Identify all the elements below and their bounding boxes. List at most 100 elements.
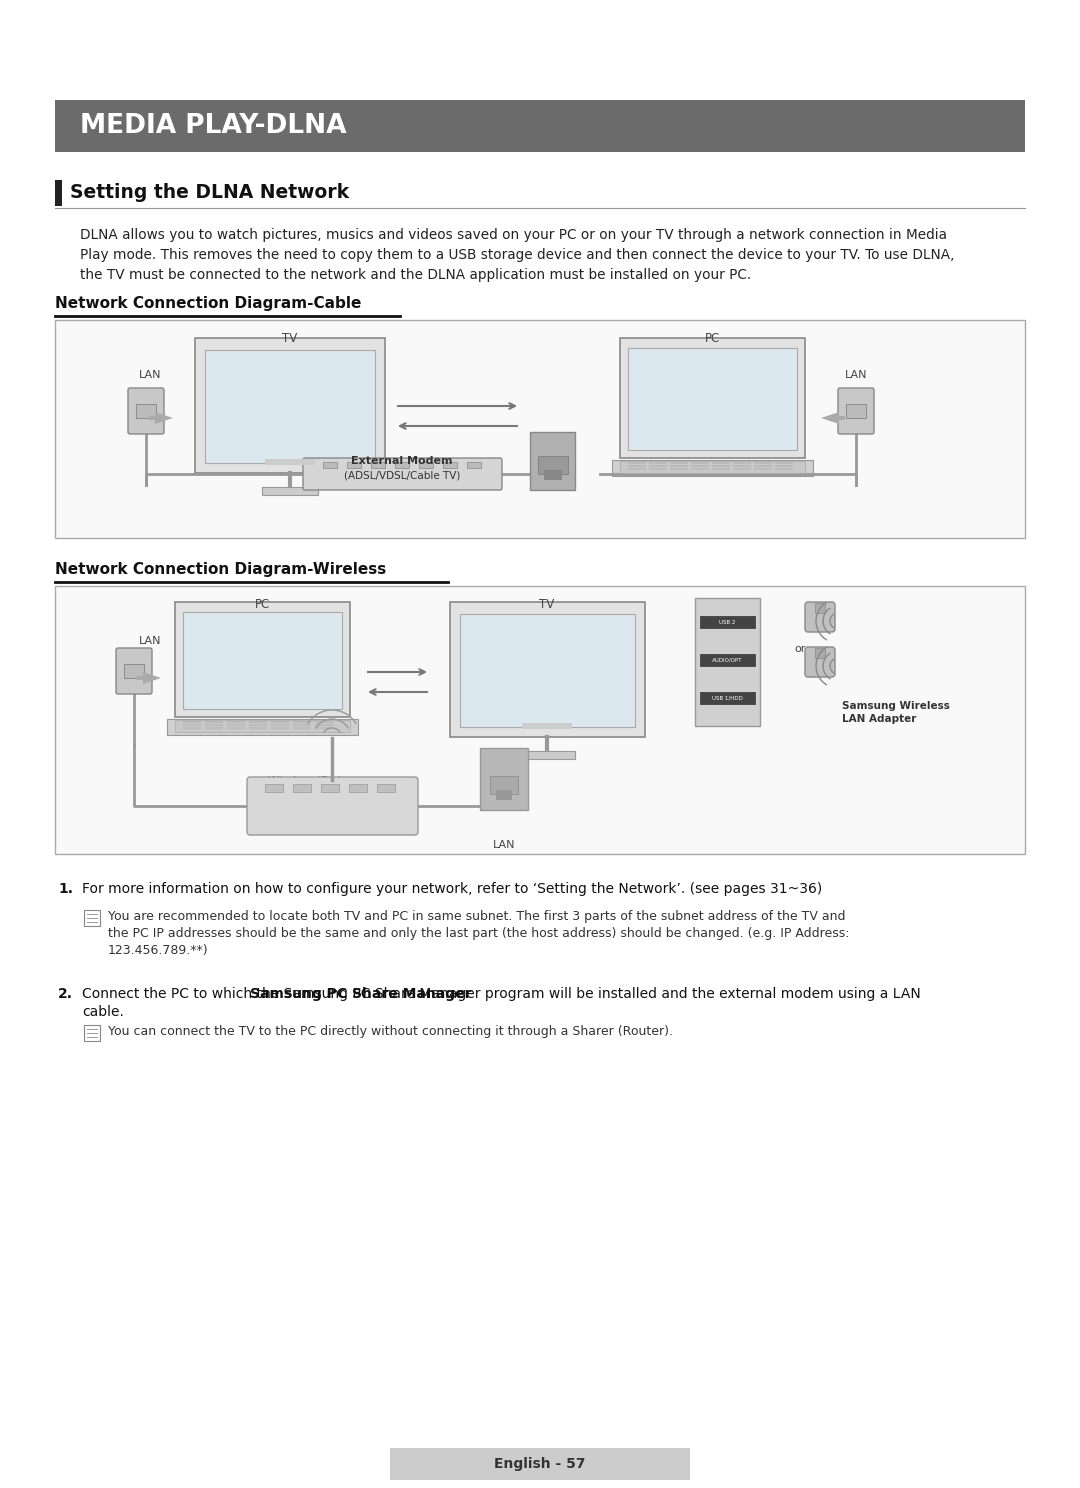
Bar bbox=[815, 603, 825, 613]
Bar bbox=[195, 338, 384, 473]
Text: Samsung Wireless: Samsung Wireless bbox=[842, 701, 950, 711]
Bar bbox=[733, 464, 751, 467]
FancyBboxPatch shape bbox=[116, 647, 152, 693]
Bar bbox=[712, 461, 730, 464]
Bar bbox=[443, 461, 457, 469]
Bar bbox=[175, 720, 350, 732]
Bar bbox=[349, 784, 367, 792]
Text: You can connect the TV to the PC directly without connecting it through a Sharer: You can connect the TV to the PC directl… bbox=[108, 1025, 673, 1039]
Bar bbox=[691, 464, 708, 467]
Bar bbox=[733, 469, 751, 470]
Bar bbox=[249, 728, 267, 729]
Bar bbox=[55, 586, 1025, 854]
Text: or: or bbox=[794, 644, 806, 655]
Bar bbox=[124, 664, 144, 679]
Bar bbox=[183, 725, 201, 726]
Bar bbox=[846, 405, 866, 418]
Bar bbox=[265, 784, 283, 792]
Bar bbox=[754, 461, 772, 464]
Text: TV: TV bbox=[539, 598, 555, 612]
Text: 123.456.789.**): 123.456.789.**) bbox=[108, 943, 208, 957]
Text: LAN: LAN bbox=[138, 635, 161, 646]
Bar bbox=[712, 469, 730, 470]
Bar bbox=[205, 722, 222, 723]
Bar bbox=[649, 469, 667, 470]
Bar bbox=[775, 464, 793, 467]
FancyBboxPatch shape bbox=[838, 388, 874, 434]
Bar bbox=[700, 655, 755, 667]
Text: LAN: LAN bbox=[845, 371, 867, 379]
Bar bbox=[323, 461, 337, 469]
Bar bbox=[227, 728, 245, 729]
Bar bbox=[775, 469, 793, 470]
Text: Setting the DLNA Network: Setting the DLNA Network bbox=[70, 183, 349, 202]
Bar bbox=[627, 469, 646, 470]
FancyBboxPatch shape bbox=[84, 1025, 100, 1042]
Bar bbox=[670, 469, 688, 470]
Text: Samsung PC Share Manager: Samsung PC Share Manager bbox=[249, 987, 472, 1001]
Bar bbox=[175, 603, 350, 717]
Bar bbox=[519, 751, 575, 759]
Bar bbox=[271, 722, 289, 723]
Text: You are recommended to locate both TV and PC in same subnet. The first 3 parts o: You are recommended to locate both TV an… bbox=[108, 911, 846, 923]
Text: 1.: 1. bbox=[58, 882, 73, 896]
Text: PC: PC bbox=[255, 598, 270, 612]
Text: (ADSL/VDSL/Cable TV): (ADSL/VDSL/Cable TV) bbox=[343, 470, 460, 481]
Bar bbox=[496, 790, 512, 801]
Text: Network Connection Diagram-Wireless: Network Connection Diagram-Wireless bbox=[55, 562, 387, 577]
Bar bbox=[530, 432, 575, 490]
Bar bbox=[649, 461, 667, 464]
Text: 2.: 2. bbox=[58, 987, 73, 1001]
FancyBboxPatch shape bbox=[129, 388, 164, 434]
Bar bbox=[696, 598, 760, 726]
Bar bbox=[460, 615, 635, 728]
Bar bbox=[372, 461, 384, 469]
Text: For more information on how to configure your network, refer to ‘Setting the Net: For more information on how to configure… bbox=[82, 882, 822, 896]
FancyBboxPatch shape bbox=[303, 458, 502, 490]
FancyBboxPatch shape bbox=[805, 603, 835, 632]
Bar bbox=[733, 461, 751, 464]
Bar bbox=[271, 728, 289, 729]
Text: the PC IP addresses should be the same and only the last part (the host address): the PC IP addresses should be the same a… bbox=[108, 927, 850, 940]
Text: AUDIO/OPT: AUDIO/OPT bbox=[712, 658, 742, 662]
Bar bbox=[55, 320, 1025, 539]
Bar bbox=[227, 722, 245, 723]
Text: TV: TV bbox=[282, 332, 298, 345]
Bar bbox=[670, 461, 688, 464]
Text: LAN: LAN bbox=[138, 371, 161, 379]
Text: USB 1/HDD: USB 1/HDD bbox=[712, 695, 742, 701]
Bar bbox=[293, 728, 311, 729]
Bar bbox=[670, 464, 688, 467]
Bar bbox=[293, 725, 311, 726]
Bar bbox=[205, 350, 375, 463]
Bar bbox=[712, 464, 730, 467]
FancyBboxPatch shape bbox=[84, 911, 100, 926]
Bar bbox=[183, 728, 201, 729]
Text: the TV must be connected to the network and the DLNA application must be install: the TV must be connected to the network … bbox=[80, 268, 752, 283]
Bar bbox=[271, 725, 289, 726]
Bar bbox=[315, 728, 333, 729]
Bar bbox=[293, 784, 311, 792]
Bar bbox=[265, 458, 315, 464]
FancyArrow shape bbox=[137, 673, 161, 684]
Bar bbox=[480, 748, 528, 809]
Bar bbox=[205, 725, 222, 726]
Bar bbox=[775, 461, 793, 464]
Bar bbox=[538, 455, 568, 475]
Bar bbox=[691, 469, 708, 470]
Bar bbox=[321, 784, 339, 792]
Bar bbox=[700, 616, 755, 628]
Bar bbox=[754, 469, 772, 470]
Bar bbox=[522, 723, 572, 729]
Bar bbox=[395, 461, 409, 469]
Bar bbox=[293, 722, 311, 723]
Bar bbox=[450, 603, 645, 737]
Bar bbox=[700, 692, 755, 704]
Bar bbox=[815, 647, 825, 658]
Bar bbox=[620, 461, 805, 473]
Bar bbox=[167, 719, 357, 735]
Bar bbox=[183, 612, 342, 708]
Text: DLNA allows you to watch pictures, musics and videos saved on your PC or on your: DLNA allows you to watch pictures, music… bbox=[80, 228, 947, 243]
Bar bbox=[315, 722, 333, 723]
Text: Wireless IP sharer: Wireless IP sharer bbox=[268, 777, 367, 786]
